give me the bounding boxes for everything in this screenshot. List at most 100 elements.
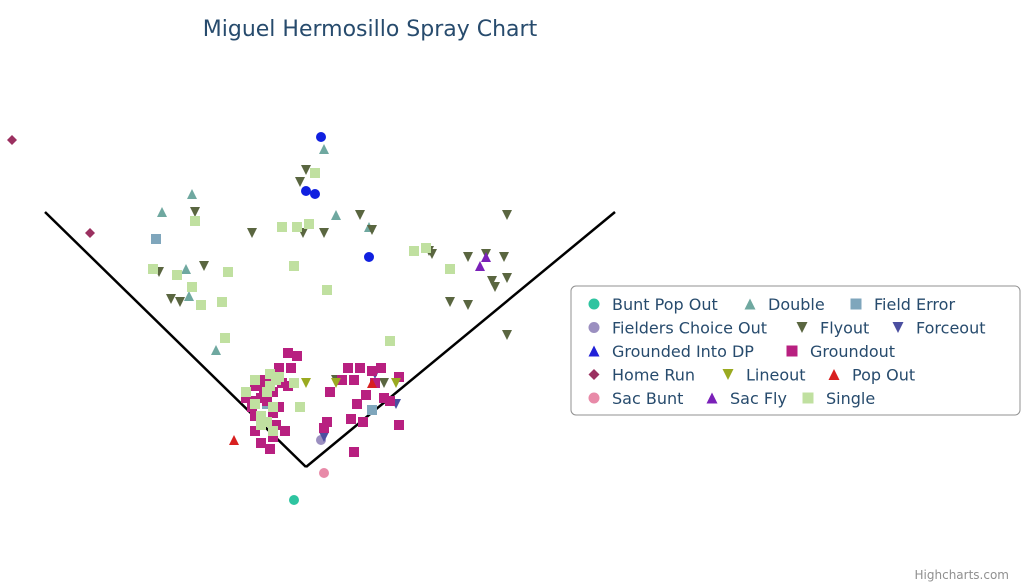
point-single[interactable] bbox=[256, 420, 266, 430]
point-flyout[interactable] bbox=[487, 276, 497, 286]
point-flyout[interactable] bbox=[502, 210, 512, 220]
point-flyout[interactable] bbox=[190, 207, 200, 217]
point-single[interactable] bbox=[190, 216, 200, 226]
legend-item-pop-out[interactable]: Pop Out bbox=[828, 366, 916, 385]
point-single[interactable] bbox=[220, 333, 230, 343]
point-groundout[interactable] bbox=[268, 432, 278, 442]
point-groundout[interactable] bbox=[250, 381, 260, 391]
point-groundout[interactable] bbox=[256, 393, 266, 403]
point-triple[interactable] bbox=[301, 186, 311, 196]
legend-item-field-error[interactable]: Field Error bbox=[850, 295, 956, 314]
point-groundout[interactable] bbox=[394, 420, 404, 430]
point-single[interactable] bbox=[250, 375, 260, 385]
legend-item-double[interactable]: Double bbox=[744, 295, 825, 314]
point-groundout[interactable] bbox=[325, 387, 335, 397]
point-groundout[interactable] bbox=[277, 378, 287, 388]
point-single[interactable] bbox=[277, 222, 287, 232]
legend-item-sac-bunt[interactable]: Sac Bunt bbox=[588, 389, 684, 408]
point-groundout[interactable] bbox=[379, 393, 389, 403]
point-groundout[interactable] bbox=[250, 411, 260, 421]
point-single[interactable] bbox=[295, 402, 305, 412]
point-groundout[interactable] bbox=[256, 438, 266, 448]
point-single[interactable] bbox=[172, 270, 182, 280]
point-single[interactable] bbox=[292, 222, 302, 232]
point-single[interactable] bbox=[265, 381, 275, 391]
point-double[interactable] bbox=[319, 144, 329, 154]
point-flyout[interactable] bbox=[463, 300, 473, 310]
point-flyout[interactable] bbox=[379, 378, 389, 388]
point-groundout[interactable] bbox=[346, 414, 356, 424]
point-single[interactable] bbox=[262, 387, 272, 397]
legend-item-grounded-into-dp[interactable]: Grounded Into DP bbox=[588, 342, 755, 361]
point-groundout[interactable] bbox=[319, 423, 329, 433]
credits[interactable]: Highcharts.com bbox=[915, 568, 1009, 582]
point-single[interactable] bbox=[196, 300, 206, 310]
point-pop-out[interactable] bbox=[367, 378, 377, 388]
point-single[interactable] bbox=[223, 267, 233, 277]
point-groundout[interactable] bbox=[376, 363, 386, 373]
point-groundout[interactable] bbox=[256, 375, 266, 385]
point-groundout[interactable] bbox=[265, 444, 275, 454]
point-sac-bunt[interactable] bbox=[319, 468, 329, 478]
point-flyout[interactable] bbox=[301, 165, 311, 175]
point-groundout[interactable] bbox=[352, 399, 362, 409]
point-triple[interactable] bbox=[310, 189, 320, 199]
point-pop-out[interactable] bbox=[229, 435, 239, 445]
point-groundout[interactable] bbox=[349, 375, 359, 385]
point-forceout[interactable] bbox=[319, 432, 329, 442]
point-single[interactable] bbox=[322, 285, 332, 295]
point-single[interactable] bbox=[148, 264, 158, 274]
point-single[interactable] bbox=[268, 426, 278, 436]
legend-item-home-run[interactable]: Home Run bbox=[588, 366, 696, 385]
point-groundout[interactable] bbox=[385, 396, 395, 406]
legend-item-single[interactable]: Single bbox=[802, 389, 876, 408]
point-single[interactable] bbox=[310, 168, 320, 178]
point-groundout[interactable] bbox=[262, 396, 272, 406]
point-flyout[interactable] bbox=[199, 261, 209, 271]
point-single[interactable] bbox=[271, 375, 281, 385]
point-groundout[interactable] bbox=[361, 390, 371, 400]
point-double[interactable] bbox=[187, 189, 197, 199]
point-single[interactable] bbox=[241, 387, 251, 397]
point-home-run[interactable] bbox=[7, 135, 17, 145]
point-groundout[interactable] bbox=[283, 348, 293, 358]
point-double[interactable] bbox=[157, 207, 167, 217]
point-flyout[interactable] bbox=[499, 252, 509, 262]
point-field-error[interactable] bbox=[151, 234, 161, 244]
point-flyout[interactable] bbox=[355, 210, 365, 220]
point-double[interactable] bbox=[331, 210, 341, 220]
point-groundout[interactable] bbox=[274, 402, 284, 412]
legend-item-groundout[interactable]: Groundout bbox=[786, 342, 896, 361]
point-flyout[interactable] bbox=[490, 282, 500, 292]
point-groundout[interactable] bbox=[367, 366, 377, 376]
point-groundout[interactable] bbox=[292, 351, 302, 361]
point-sac-fly[interactable] bbox=[475, 261, 485, 271]
point-flyout[interactable] bbox=[367, 225, 377, 235]
legend-item-lineout[interactable]: Lineout bbox=[722, 366, 806, 385]
point-groundout[interactable] bbox=[241, 393, 251, 403]
legend-item-flyout[interactable]: Flyout bbox=[796, 319, 870, 338]
point-single[interactable] bbox=[385, 336, 395, 346]
point-groundout[interactable] bbox=[394, 372, 404, 382]
point-groundout[interactable] bbox=[358, 417, 368, 427]
point-lineout[interactable] bbox=[391, 378, 401, 388]
point-single[interactable] bbox=[265, 369, 275, 379]
point-groundout[interactable] bbox=[355, 363, 365, 373]
point-single[interactable] bbox=[304, 219, 314, 229]
point-groundout[interactable] bbox=[274, 363, 284, 373]
point-flyout[interactable] bbox=[319, 228, 329, 238]
point-sac-fly[interactable] bbox=[481, 252, 491, 262]
point-groundout[interactable] bbox=[250, 426, 260, 436]
point-single[interactable] bbox=[289, 378, 299, 388]
point-flyout[interactable] bbox=[463, 252, 473, 262]
point-double[interactable] bbox=[184, 291, 194, 301]
point-flyout[interactable] bbox=[502, 273, 512, 283]
legend-item-fielders-choice-out[interactable]: Fielders Choice Out bbox=[588, 319, 768, 338]
point-single[interactable] bbox=[268, 402, 278, 412]
point-field-error[interactable] bbox=[367, 405, 377, 415]
point-flyout[interactable] bbox=[247, 228, 257, 238]
point-single[interactable] bbox=[409, 246, 419, 256]
legend-item-forceout[interactable]: Forceout bbox=[892, 319, 986, 338]
point-single[interactable] bbox=[187, 282, 197, 292]
point-lineout[interactable] bbox=[331, 378, 341, 388]
